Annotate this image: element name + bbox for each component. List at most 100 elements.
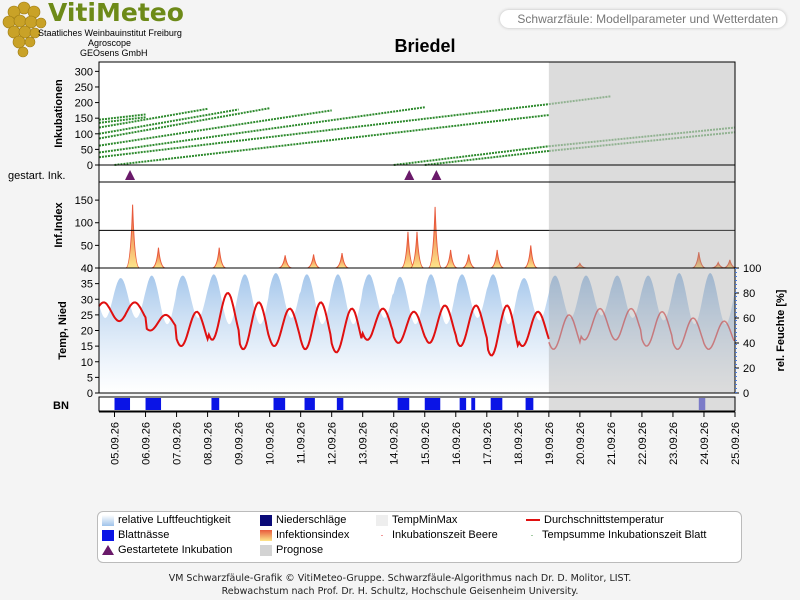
logo-line-1: Staatliches Weinbauinstitut Freiburg bbox=[38, 28, 182, 38]
temperature-line-forecast bbox=[548, 307, 736, 350]
date-tick-label: 10.09.26 bbox=[265, 422, 277, 465]
infection-peak bbox=[306, 254, 321, 269]
hum-axis-label: 100 bbox=[743, 263, 761, 275]
legend-item-temperature: Durchschnittstemperatur bbox=[526, 514, 664, 526]
leaf-wetness-period bbox=[698, 398, 706, 410]
date-tick-label: 05.09.26 bbox=[110, 422, 122, 465]
temp-axis-label: 40 bbox=[81, 263, 93, 275]
legend-swatch-started bbox=[102, 545, 114, 556]
legend-swatch-temperature bbox=[526, 519, 540, 522]
legend-label: relative Luftfeuchtigkeit bbox=[118, 514, 231, 526]
bn-frame bbox=[98, 396, 736, 412]
date-tick-label: 25.09.26 bbox=[730, 422, 742, 465]
date-tick-label: 20.09.26 bbox=[575, 422, 587, 465]
date-tick-label: 14.09.26 bbox=[389, 422, 401, 465]
legend-item-leaf-wetness: Blattnässe bbox=[102, 529, 169, 541]
hum-axis-label: 80 bbox=[743, 288, 755, 300]
hum-axis-label: 20 bbox=[743, 363, 755, 375]
legend-label: Niederschläge bbox=[276, 514, 347, 526]
humidity-area bbox=[99, 273, 735, 393]
infection-peak bbox=[212, 247, 227, 269]
hum-axis-label: 40 bbox=[743, 338, 755, 350]
legend-swatch-inc-beere: · bbox=[380, 529, 384, 540]
date-tick-label: 22.09.26 bbox=[637, 422, 649, 465]
legend-swatch-precipitation bbox=[260, 514, 272, 526]
legend-item-tempminmax: TempMinMax bbox=[376, 514, 457, 526]
legend-label: Gestartetete Inkubation bbox=[118, 544, 233, 556]
legend: relative Luftfeuchtigkeit Niederschläge … bbox=[97, 511, 742, 563]
inf-axis-label: 150 bbox=[75, 195, 93, 207]
date-tick-label: 24.09.26 bbox=[699, 422, 711, 465]
forecast-region-bn bbox=[548, 397, 735, 411]
leaf-wetness-period bbox=[114, 398, 131, 410]
legend-item-inc-blatt: · Tempsumme Inkubationszeit Blatt bbox=[526, 529, 707, 541]
legend-label: Inkubationszeit Beere bbox=[392, 529, 498, 541]
header-title: Schwarzfäule: Modellparameter und Wetter… bbox=[517, 12, 778, 26]
incubation-line-forecast bbox=[548, 131, 736, 152]
inf-axis-label: 50 bbox=[81, 240, 93, 252]
leaf-wetness-period bbox=[211, 398, 220, 410]
incubation-line bbox=[98, 109, 332, 147]
legend-swatch-inc-blatt: · bbox=[530, 529, 534, 540]
leaf-wetness-period bbox=[490, 398, 503, 410]
leaf-wetness-period bbox=[273, 398, 286, 410]
infection-peak bbox=[691, 252, 706, 269]
legend-label: Prognose bbox=[276, 544, 324, 556]
legend-label: Blattnässe bbox=[118, 529, 170, 541]
legend-item-precipitation: Niederschläge bbox=[260, 514, 346, 526]
hum-axis-title: rel. Feuchte [%] bbox=[775, 289, 787, 371]
logo-line-2: Agroscope bbox=[88, 38, 132, 48]
footer-line-2: Rebwachstum nach Prof. Dr. H. Schultz, H… bbox=[221, 586, 579, 597]
leaf-wetness-period bbox=[459, 398, 467, 410]
started-incubation-marker bbox=[431, 170, 442, 180]
incubation-line bbox=[98, 108, 239, 135]
inf-axis-label: 0 bbox=[87, 263, 93, 275]
incubation-line bbox=[98, 107, 208, 129]
date-tick-label: 19.09.26 bbox=[544, 422, 556, 465]
inc-axis-label: 250 bbox=[75, 82, 93, 94]
incubation-line bbox=[98, 106, 425, 154]
leaf-wetness-period bbox=[525, 398, 534, 410]
infection-peak bbox=[335, 252, 349, 269]
temp-axis-label: 15 bbox=[81, 341, 93, 353]
incubation-line bbox=[393, 145, 549, 166]
date-tick-label: 09.09.26 bbox=[234, 422, 246, 465]
legend-label: Durchschnittstemperatur bbox=[544, 514, 664, 526]
hum-axis-label: 60 bbox=[743, 313, 755, 325]
legend-swatch-infection bbox=[260, 529, 272, 541]
legend-label: TempMinMax bbox=[392, 514, 458, 526]
inc-axis-label: 0 bbox=[87, 160, 93, 172]
infection-peak bbox=[409, 231, 425, 269]
incubation-line bbox=[114, 114, 549, 166]
temp-axis-title: Temp, Nied bbox=[57, 301, 69, 359]
incubation-line bbox=[98, 107, 270, 140]
temp-axis-label: 20 bbox=[81, 326, 93, 338]
bn-label: BN bbox=[53, 400, 69, 412]
leaf-wetness-period bbox=[424, 398, 441, 410]
incubation-line bbox=[98, 113, 146, 121]
incubation-line-forecast bbox=[548, 95, 612, 106]
inc-axis-label: 200 bbox=[75, 98, 93, 110]
legend-label: Infektionsindex bbox=[276, 529, 350, 541]
legend-label: Tempsumme Inkubationszeit Blatt bbox=[542, 529, 707, 541]
date-tick-label: 21.09.26 bbox=[606, 422, 618, 465]
infection-peak bbox=[461, 254, 476, 269]
logo-title: VitiMeteo bbox=[48, 0, 184, 27]
inc-axis-title: Inkubationen bbox=[53, 79, 65, 148]
footer-line-1: VM Schwarzfäule-Grafik © VitiMeteo-Grupp… bbox=[168, 573, 632, 584]
forecast-region bbox=[548, 62, 735, 393]
infection-peak bbox=[490, 249, 505, 269]
temp-axis-label: 0 bbox=[87, 388, 93, 400]
legend-swatch-forecast bbox=[260, 544, 272, 556]
legend-item-started: Gestartetete Inkubation bbox=[102, 544, 232, 556]
date-tick-label: 06.09.26 bbox=[141, 422, 153, 465]
temp-axis-label: 35 bbox=[81, 279, 93, 291]
leaf-wetness-period bbox=[397, 398, 410, 410]
leaf-wetness-period bbox=[304, 398, 315, 410]
chart-plot: 0501001502002503000501001500510152025303… bbox=[8, 61, 787, 465]
incubation-line bbox=[98, 103, 549, 159]
inc-axis-label: 300 bbox=[75, 66, 93, 78]
date-tick-label: 12.09.26 bbox=[327, 422, 339, 465]
legend-swatch-tempminmax bbox=[376, 514, 388, 526]
